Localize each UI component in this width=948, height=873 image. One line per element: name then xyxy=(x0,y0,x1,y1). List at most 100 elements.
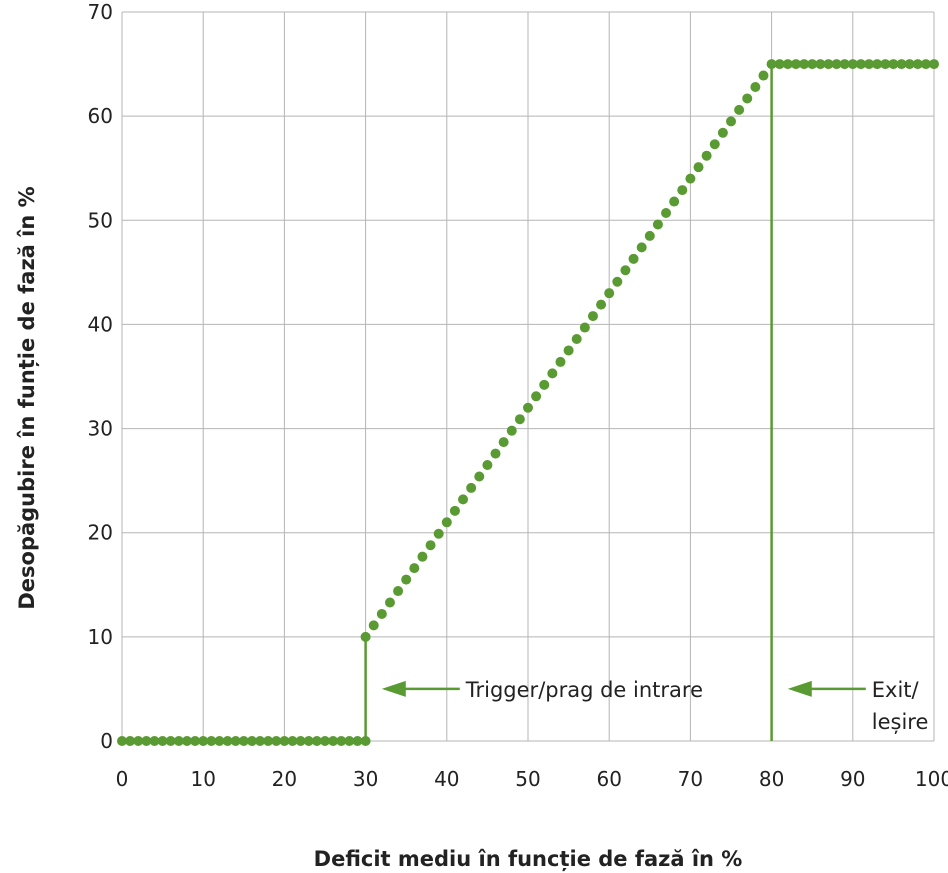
data-point xyxy=(376,608,387,619)
data-point xyxy=(539,379,550,390)
y-tick-label: 20 xyxy=(88,521,113,545)
data-point xyxy=(360,631,371,642)
data-point xyxy=(709,139,720,150)
data-point xyxy=(790,59,801,70)
data-point xyxy=(474,471,485,482)
x-tick-label: 30 xyxy=(353,767,378,791)
y-axis-title: Desopăgubire în funție de fază în % xyxy=(15,186,40,609)
data-point xyxy=(263,736,274,746)
arrow-left-icon xyxy=(381,680,406,697)
data-point xyxy=(458,494,469,505)
data-point xyxy=(409,563,420,574)
y-tick-label: 70 xyxy=(88,0,113,24)
data-point xyxy=(864,59,875,70)
y-tick-label: 0 xyxy=(100,729,113,753)
data-point xyxy=(620,265,631,276)
arrow-left-icon xyxy=(787,680,812,697)
x-tick-label: 10 xyxy=(190,767,215,791)
data-point xyxy=(449,505,460,516)
data-point xyxy=(717,127,728,138)
data-point xyxy=(482,460,493,471)
x-tick-label: 0 xyxy=(116,767,129,791)
x-tick-label: 80 xyxy=(759,767,784,791)
data-point xyxy=(206,736,217,746)
data-point xyxy=(417,551,428,562)
data-point xyxy=(652,219,663,230)
data-point xyxy=(271,736,282,746)
data-point xyxy=(149,736,160,746)
data-point xyxy=(669,196,680,207)
data-point xyxy=(685,173,696,184)
annotation-label: Trigger/prag de intrare xyxy=(465,678,703,702)
data-point xyxy=(693,162,704,173)
data-point xyxy=(190,736,201,746)
data-point xyxy=(255,736,266,746)
data-point xyxy=(661,207,672,218)
data-point xyxy=(734,104,745,115)
data-point xyxy=(726,116,736,127)
data-point xyxy=(628,253,639,264)
data-point xyxy=(612,276,623,287)
x-axis-ticks: 0 10 20 30 40 50 60 70 80 90 100 xyxy=(116,767,948,791)
x-tick-label: 70 xyxy=(678,767,703,791)
annotation-label: Exit/ xyxy=(872,678,920,702)
data-point xyxy=(782,59,793,70)
data-point xyxy=(173,736,184,746)
data-point xyxy=(571,334,582,345)
data-point xyxy=(198,736,209,746)
data-point xyxy=(295,736,306,746)
data-point xyxy=(246,736,257,746)
data-point xyxy=(514,414,525,425)
data-point xyxy=(799,59,810,70)
data-point xyxy=(555,356,566,367)
data-point xyxy=(920,59,931,70)
data-point xyxy=(490,448,501,459)
data-point xyxy=(157,736,168,746)
y-axis-ticks: 0 10 20 30 40 50 60 70 xyxy=(88,0,113,753)
annotation: Exit/leșire xyxy=(787,678,929,734)
data-point xyxy=(750,81,761,92)
data-point xyxy=(141,736,152,746)
data-point xyxy=(328,736,339,746)
data-point xyxy=(896,59,907,70)
data-point xyxy=(311,736,322,746)
data-point xyxy=(165,736,176,746)
data-point xyxy=(336,736,347,746)
data-point xyxy=(287,736,298,746)
data-point xyxy=(758,70,769,81)
y-tick-label: 30 xyxy=(88,417,113,441)
data-point xyxy=(839,59,850,70)
grid xyxy=(121,11,935,742)
data-point xyxy=(401,574,412,585)
data-point xyxy=(531,391,542,402)
data-point xyxy=(425,540,436,551)
x-tick-label: 20 xyxy=(272,767,297,791)
data-point xyxy=(393,586,404,597)
data-point xyxy=(133,736,144,746)
data-point xyxy=(596,299,607,310)
data-point xyxy=(214,736,225,746)
data-point xyxy=(506,425,517,436)
x-axis-title: Deficit mediu în funcție de fază în % xyxy=(314,847,743,872)
data-point xyxy=(547,368,558,379)
data-point xyxy=(384,597,395,608)
data-point xyxy=(117,736,127,746)
data-point xyxy=(929,59,939,70)
data-point xyxy=(279,736,290,746)
data-point xyxy=(888,59,899,70)
data-point xyxy=(498,437,509,448)
data-point xyxy=(523,402,533,413)
y-tick-label: 40 xyxy=(88,312,113,336)
data-point xyxy=(872,59,883,70)
annotation-label: leșire xyxy=(872,710,929,734)
data-point xyxy=(604,288,615,299)
data-point xyxy=(774,59,785,70)
data-point xyxy=(352,736,363,746)
data-point xyxy=(579,322,590,333)
data-point xyxy=(441,517,452,528)
y-tick-label: 60 xyxy=(88,104,113,128)
x-tick-label: 50 xyxy=(515,767,540,791)
y-tick-label: 10 xyxy=(88,625,113,649)
data-point xyxy=(125,736,136,746)
